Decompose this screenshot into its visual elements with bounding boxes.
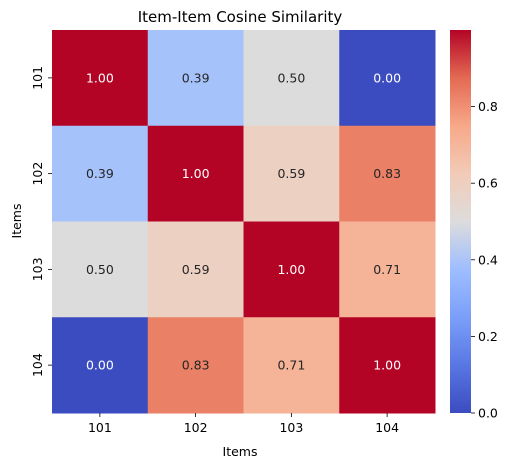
heatmap-cell <box>339 317 436 414</box>
cell-value-label: 0.00 <box>86 358 114 373</box>
heatmap-cell <box>52 30 149 127</box>
cell-value-label: 0.71 <box>277 358 305 373</box>
heatmap-cell <box>243 317 340 414</box>
heatmap-cell <box>339 125 436 222</box>
cell-value-label: 0.00 <box>373 70 401 85</box>
colorbar: 0.0 0.2 0.4 0.6 0.8 <box>450 30 498 421</box>
cell-value-label: 0.83 <box>182 358 210 373</box>
colorbar-tick-label: 0.8 <box>478 99 498 114</box>
cell-value-label: 0.71 <box>373 262 401 277</box>
heatmap-cell <box>243 30 340 127</box>
heatmap-cell <box>339 30 436 127</box>
cell-value-label: 1.00 <box>277 262 305 277</box>
heatmap-cell <box>243 221 340 318</box>
colorbar-tick-label: 0.2 <box>478 329 498 344</box>
colorbar-tick-label: 0.0 <box>478 406 498 421</box>
x-tick-label: 102 <box>184 420 208 435</box>
heatmap-cell <box>147 30 244 127</box>
heatmap-cell <box>243 125 340 222</box>
heatmap-cell <box>147 317 244 414</box>
cell-value-label: 1.00 <box>182 166 210 181</box>
x-tick-label: 101 <box>88 420 112 435</box>
cell-value-label: 0.59 <box>277 166 305 181</box>
chart-title: Item-Item Cosine Similarity <box>138 8 343 26</box>
colorbar-ticks: 0.0 0.2 0.4 0.6 0.8 <box>471 99 498 421</box>
colorbar-gradient <box>450 30 471 413</box>
colorbar-tick-label: 0.6 <box>478 176 498 191</box>
y-tick-label: 104 <box>30 353 45 377</box>
cell-value-label: 1.00 <box>86 70 114 85</box>
y-tick-label: 103 <box>30 257 45 281</box>
heatmap-cell <box>52 221 149 318</box>
heatmap-cell <box>52 317 149 414</box>
cell-value-label: 0.50 <box>86 262 114 277</box>
x-axis-label: Items <box>223 444 258 459</box>
cell-value-label: 0.39 <box>86 166 114 181</box>
cell-value-label: 0.83 <box>373 166 401 181</box>
cell-value-label: 0.39 <box>182 70 210 85</box>
cell-value-label: 1.00 <box>373 358 401 373</box>
cell-value-label: 0.59 <box>182 262 210 277</box>
y-axis-label: Items <box>9 204 24 239</box>
y-tick-label: 101 <box>30 66 45 90</box>
heatmap-cell <box>339 221 436 318</box>
heatmap-cell <box>52 125 149 222</box>
cell-value-label: 0.50 <box>277 70 305 85</box>
x-axis: 101 102 103 104 <box>88 413 399 435</box>
y-axis: 101 102 103 104 <box>30 66 52 377</box>
colorbar-tick-label: 0.4 <box>478 252 498 267</box>
x-tick-label: 104 <box>375 420 399 435</box>
heatmap-cell <box>147 125 244 222</box>
y-tick-label: 102 <box>30 162 45 186</box>
heatmap-grid: 1.00 0.39 0.50 0.00 0.39 1.00 0.59 0.83 0.50 0.59… <box>52 30 436 414</box>
x-tick-label: 103 <box>279 420 303 435</box>
heatmap-cell <box>147 221 244 318</box>
